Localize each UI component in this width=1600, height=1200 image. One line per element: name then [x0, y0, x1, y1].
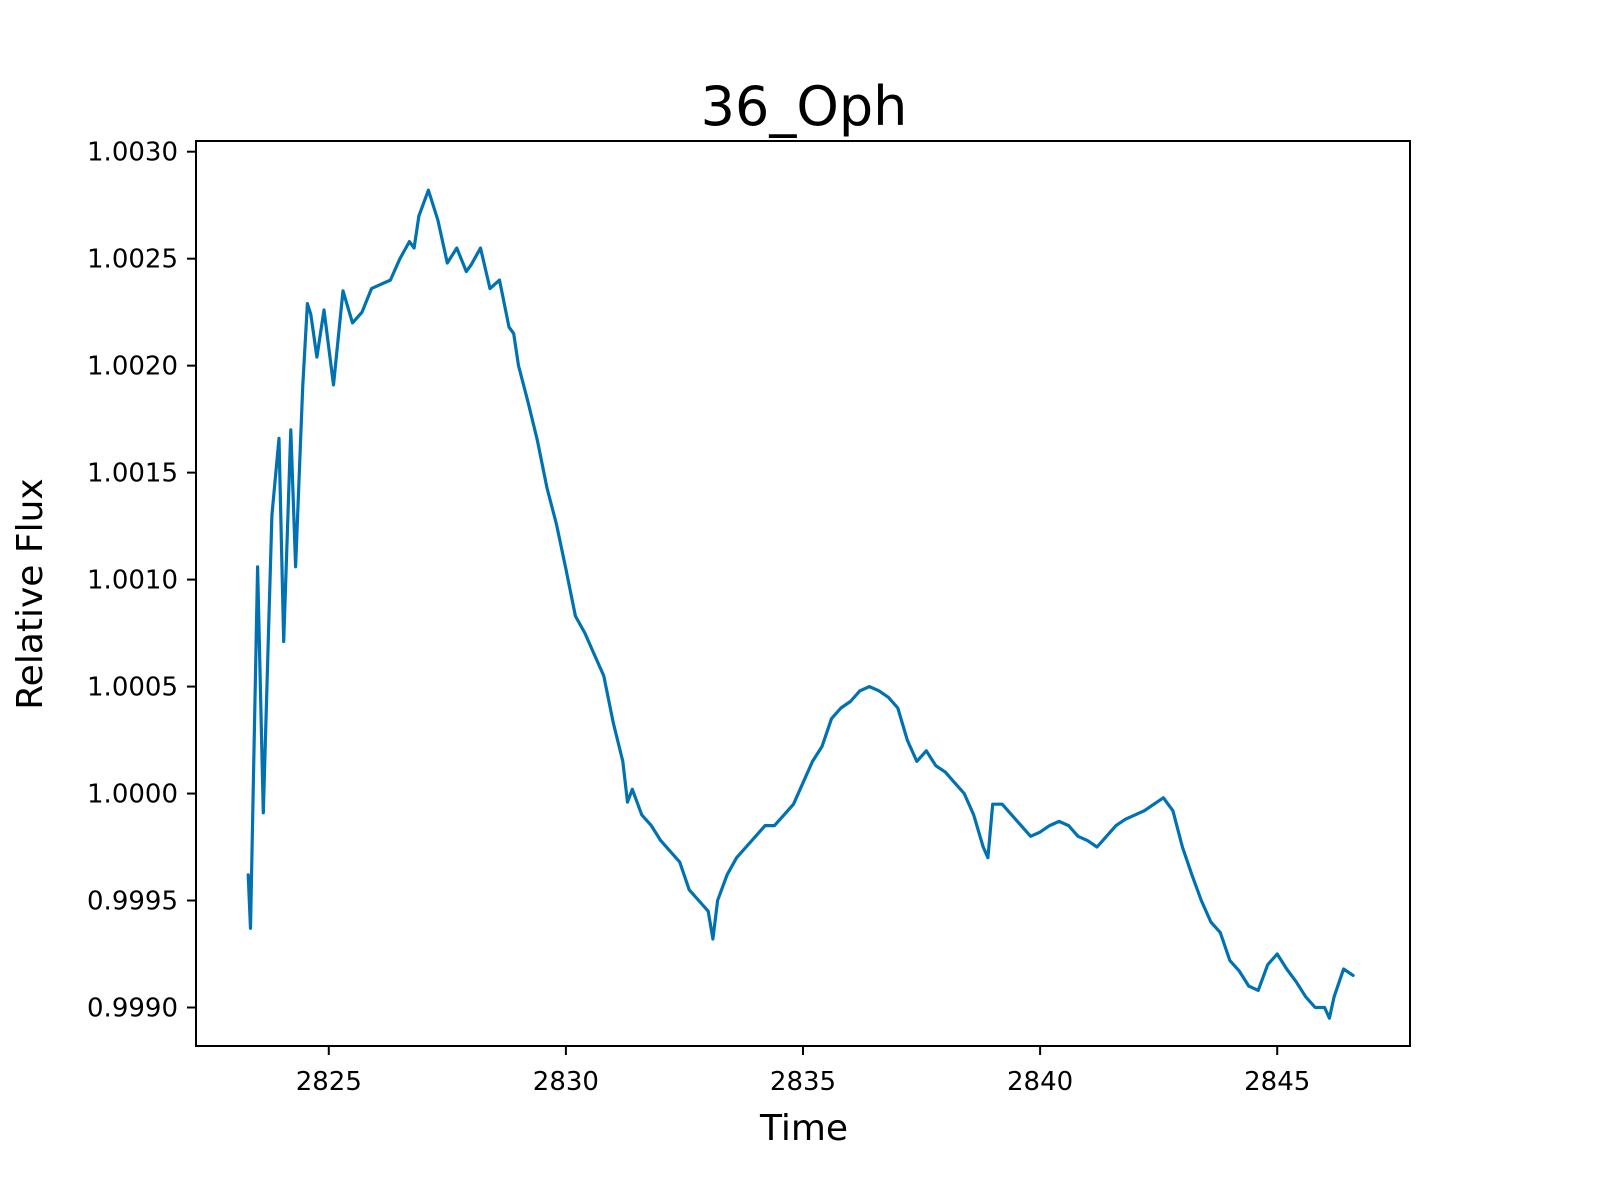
y-tick-label: 1.0000 — [87, 780, 178, 810]
y-tick-label: 0.9995 — [87, 887, 178, 917]
y-tick-label: 1.0010 — [87, 566, 178, 596]
x-tick-label: 2835 — [770, 1067, 836, 1097]
x-tick-label: 2840 — [1007, 1067, 1073, 1097]
x-axis-title: Time — [759, 1108, 848, 1149]
chart-title: 36_Oph — [701, 75, 908, 138]
x-axis: 2825 2830 2835 2840 2845 — [296, 1046, 1310, 1097]
series-line — [246, 188, 1355, 1020]
x-tick-label: 2830 — [533, 1067, 599, 1097]
y-tick-label: 1.0025 — [87, 245, 178, 275]
y-tick-label: 1.0015 — [87, 459, 178, 489]
y-tick-label: 0.9990 — [87, 993, 178, 1023]
y-axis-title: Relative Flux — [10, 478, 51, 709]
y-axis: 0.9990 0.9995 1.0000 1.0005 1.0010 1.0015 1.00… — [87, 138, 196, 1023]
x-tick-label: 2825 — [296, 1067, 362, 1097]
y-tick-label: 1.0020 — [87, 352, 178, 382]
y-tick-label: 1.0005 — [87, 673, 178, 703]
y-tick-label: 1.0030 — [87, 138, 178, 168]
plot-frame — [195, 140, 1411, 1047]
x-tick-label: 2845 — [1244, 1067, 1310, 1097]
